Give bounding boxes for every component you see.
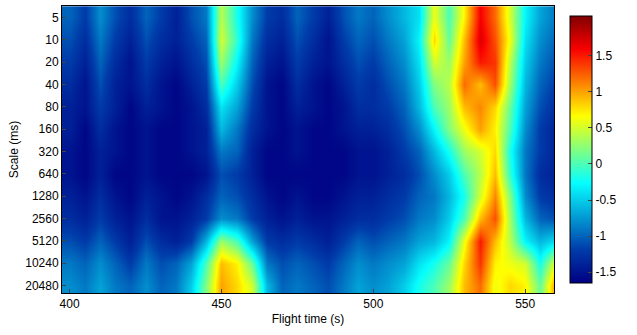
svg-text:40: 40 [45,78,59,92]
svg-text:20480: 20480 [25,279,59,293]
svg-text:80: 80 [45,100,59,114]
svg-text:0: 0 [595,157,602,171]
svg-text:Flight time (s): Flight time (s) [272,312,345,326]
svg-text:0.5: 0.5 [595,121,612,135]
svg-text:5: 5 [52,11,59,25]
svg-text:320: 320 [39,145,59,159]
svg-text:1: 1 [595,85,602,99]
svg-text:160: 160 [39,122,59,136]
svg-text:500: 500 [363,297,383,311]
svg-text:5120: 5120 [32,234,59,248]
svg-text:Scale (ms): Scale (ms) [7,121,21,178]
svg-text:-1.5: -1.5 [595,265,616,279]
svg-text:2560: 2560 [32,212,59,226]
svg-text:20: 20 [45,55,59,69]
svg-text:640: 640 [39,167,59,181]
svg-text:400: 400 [60,297,80,311]
svg-text:450: 450 [211,297,231,311]
svg-text:1.5: 1.5 [595,49,612,63]
svg-text:550: 550 [515,297,535,311]
svg-text:1280: 1280 [32,189,59,203]
svg-text:-0.5: -0.5 [595,193,616,207]
svg-text:10240: 10240 [25,256,59,270]
svg-text:10: 10 [45,33,59,47]
svg-text:-1: -1 [595,229,606,243]
